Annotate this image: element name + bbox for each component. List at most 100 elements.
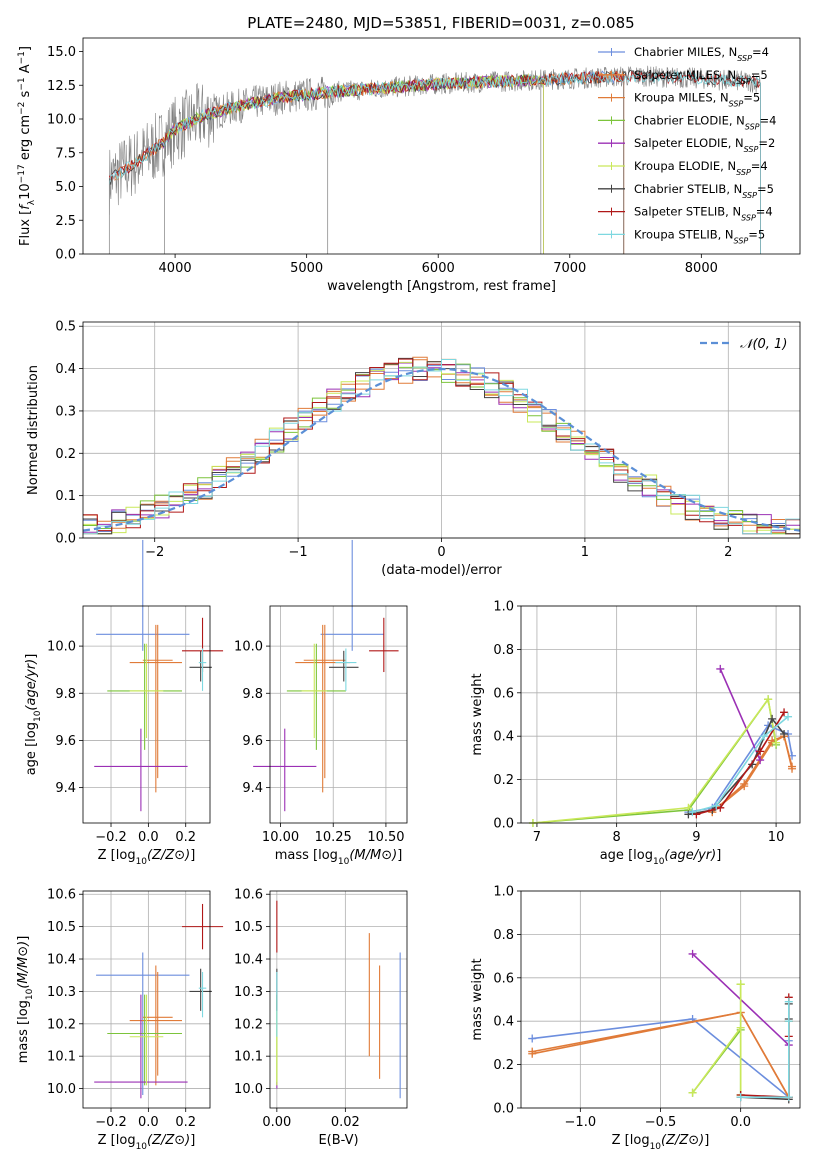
y-tick-label: 1.0 [493, 600, 514, 615]
label-part: Z [log [612, 1133, 650, 1148]
legend-label: Kroupa ELODIE, NSSP=4 [634, 159, 768, 177]
x-tick-label: −0.2 [95, 830, 127, 845]
weight_vs_Z-chart: −1.0 −0.5 0.0 0.0 0.2 0.4 0.6 0.8 1.0 Z [log10(Z/… [470, 885, 801, 1152]
y-tick-label: 10.0 [47, 1082, 76, 1097]
spectrum-chart: 4000 5000 6000 7000 8000 0.0 2.5 5.0 7.5 10.0 12.5… [17, 37, 801, 294]
weight-marker [780, 730, 789, 739]
y-tick-label: 12.5 [47, 79, 76, 94]
y-tick-label: 0.8 [493, 643, 514, 658]
y-tick-label: 0.4 [493, 1015, 514, 1030]
label-sub: λ [27, 199, 37, 205]
errorbar-point [198, 648, 207, 691]
x-axis-label: Z [log10(Z/Z⊙)] [98, 1133, 196, 1152]
errorbar-point [303, 624, 346, 779]
y-tick-label: 9.8 [242, 687, 263, 702]
legend-label: Salpeter ELODIE, NSSP=2 [634, 136, 775, 154]
legend-label: Kroupa MILES, NSSP=5 [634, 91, 760, 109]
weight-marker [528, 1047, 537, 1056]
legend-text: Chabrier MILES, N [634, 45, 737, 59]
label-sup: −17 [17, 164, 27, 183]
label-part: (Z/Z⊙) [147, 1133, 190, 1148]
legend-text: Salpeter MILES, N [634, 68, 736, 82]
weight-marker [756, 747, 765, 756]
y-tick-label: 0.4 [55, 362, 76, 377]
x-tick-label: 0.0 [138, 1115, 159, 1130]
label-part: (age/yr) [24, 659, 39, 711]
legend-text: Salpeter ELODIE, N [634, 136, 744, 150]
label-part: (M/M⊙) [16, 941, 31, 989]
plot-area [528, 664, 797, 827]
x-tick-label: 10.50 [367, 830, 404, 845]
legend-text: Chabrier STELIB, N [634, 182, 742, 196]
weight-line [691, 984, 742, 1095]
x-tick-label: 4000 [159, 261, 192, 276]
y-tick-label: 0.2 [493, 1058, 514, 1073]
errorbar-point [369, 617, 399, 673]
label-part: age [log [24, 722, 39, 775]
label-part: ] [190, 848, 195, 863]
errorbar-point [198, 971, 207, 1018]
y-tick-label: 9.6 [55, 734, 76, 749]
legend-text: Chabrier ELODIE, N [634, 113, 745, 127]
axes-frame [82, 605, 211, 824]
weight-marker [784, 1093, 793, 1102]
label-sub: 10 [136, 857, 148, 867]
legend-text: Kroupa STELIB, N [634, 227, 734, 241]
y-tick-label: 10.2 [234, 1017, 263, 1032]
weight-marker [736, 980, 745, 989]
label-part: (Z/Z⊙) [147, 848, 190, 863]
legend-sub: SSP [742, 190, 757, 199]
y-tick-label: 10.0 [47, 113, 76, 128]
histogram-step [83, 361, 800, 535]
weight-line [740, 997, 790, 1099]
label-part: ] [190, 1133, 195, 1148]
label-part: Z [log [98, 1133, 136, 1148]
label-part: s [18, 90, 33, 101]
legend: 𝒩(0, 1) [700, 337, 787, 352]
y-axis-label: Flux [fλ10−17 erg cm−2 s−1 A−1] [17, 46, 37, 246]
x-axis-label: Z [log10(Z/Z⊙)] [612, 1133, 710, 1152]
weight-line [696, 711, 785, 816]
weight-marker [784, 1017, 793, 1026]
plot-area [276, 900, 401, 1099]
weight-line [688, 717, 785, 816]
y-tick-label: 0.8 [493, 928, 514, 943]
axes-frame [520, 605, 801, 824]
label-part: A [18, 64, 33, 77]
y-tick-label: 0.0 [55, 532, 76, 547]
weight-line [532, 697, 777, 824]
x-tick-label: 8000 [685, 261, 718, 276]
axes-frame [82, 321, 801, 539]
legend-text: Salpeter STELIB, N [634, 205, 741, 219]
plot-area [94, 903, 224, 1099]
weight-marker [784, 997, 793, 1006]
residuals-chart: −2 −1 0 1 2 0.0 0.1 0.2 0.3 0.4 0.5 (data-model)/er… [26, 320, 801, 578]
errorbar-point [129, 965, 182, 1086]
figure-title: PLATE=2480, MJD=53851, FIBERID=0031, z=0… [247, 14, 634, 32]
spectrum-model-line [108, 70, 760, 185]
x-axis-label: age [log10(age/yr)] [600, 848, 722, 867]
legend-label: Salpeter MILES, NSSP=5 [634, 68, 768, 86]
y-tick-label: 9.4 [55, 781, 76, 796]
weight-marker [772, 738, 781, 747]
legend-label: Chabrier ELODIE, NSSP=4 [634, 113, 776, 130]
x-tick-label: 7000 [553, 261, 586, 276]
legend-sub: SSP [736, 76, 751, 85]
legend-label: Chabrier MILES, NSSP=4 [634, 45, 769, 63]
label-part: ] [16, 936, 31, 941]
legend-text: =5 [743, 91, 760, 105]
axes-frame [269, 605, 408, 824]
errorbar-point [96, 952, 190, 1096]
y-tick-label: 10.5 [234, 920, 263, 935]
weight-marker [736, 1093, 745, 1102]
legend-text: =5 [751, 68, 768, 82]
weight-marker [688, 949, 697, 958]
y-tick-label: 9.8 [55, 687, 76, 702]
x-tick-label: 0.2 [175, 830, 196, 845]
y-tick-label: 10.6 [234, 888, 263, 903]
legend-sub: SSP [734, 236, 749, 245]
label-part: age [log [600, 848, 653, 863]
mass_vs_Z-chart: −0.2 0.0 0.2 10.0 10.1 10.2 10.3 10.4 10.5 10.6 Z … [16, 888, 224, 1152]
weight-marker [780, 708, 789, 717]
